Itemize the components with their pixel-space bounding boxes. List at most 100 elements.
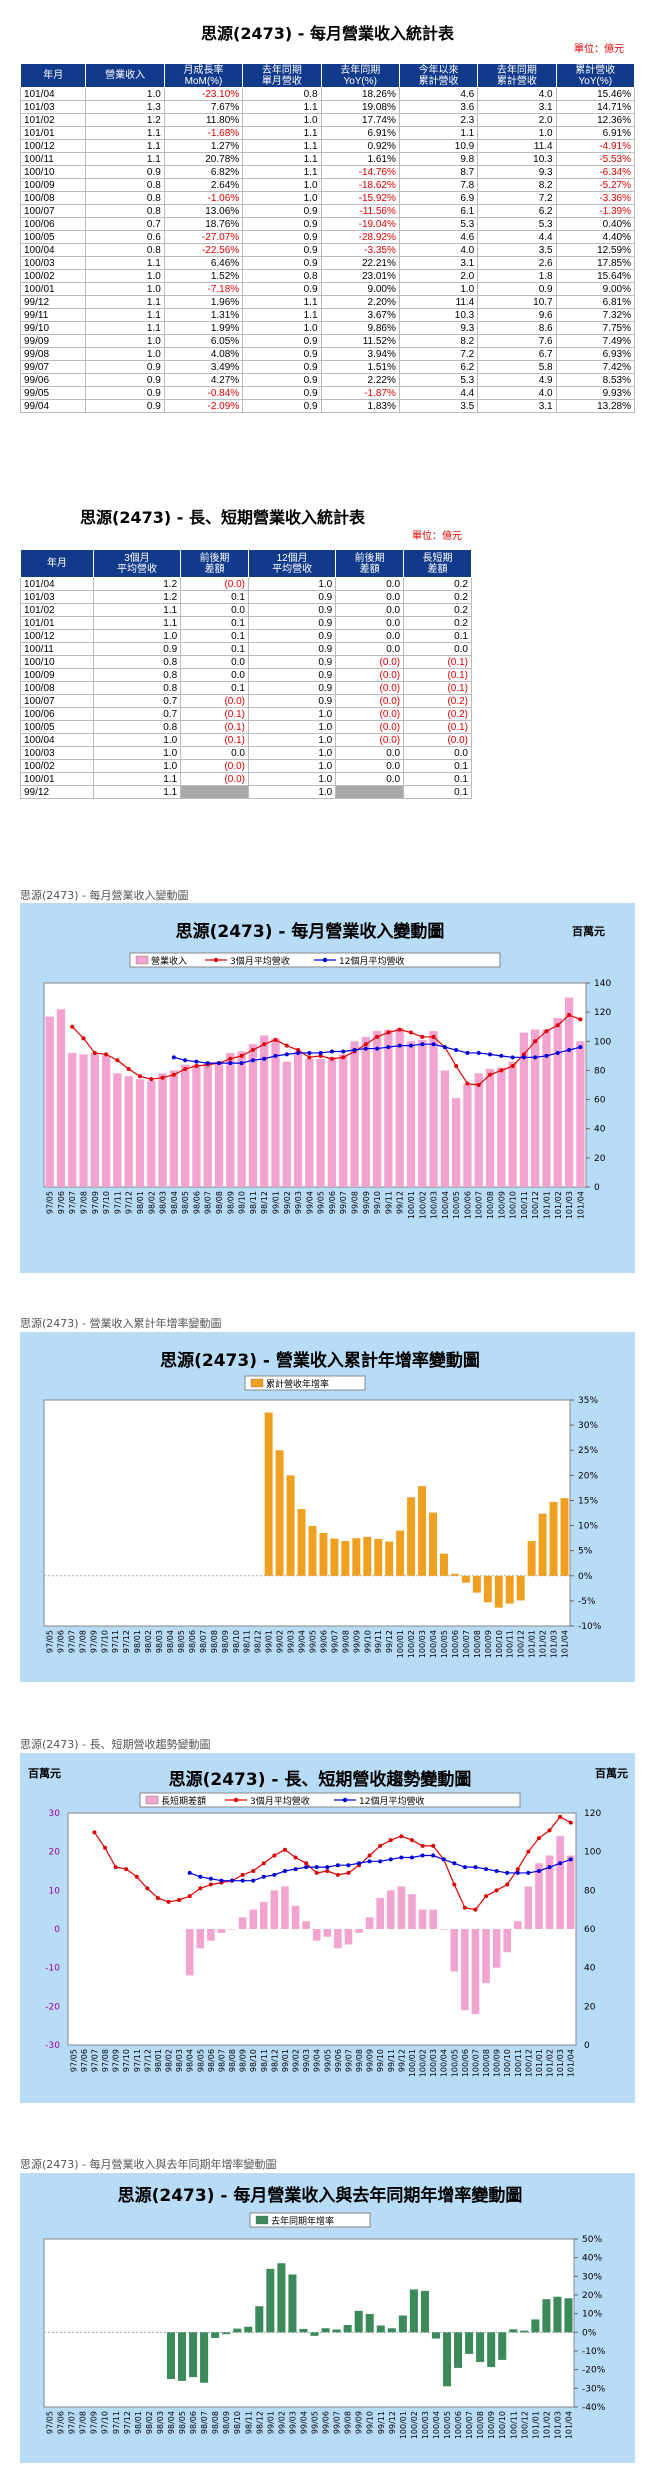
avg12m-point <box>262 1056 267 1061</box>
monthly-cell: 17.85% <box>555 256 636 270</box>
avg12m-point <box>420 1042 425 1047</box>
monthly-cell: 100/12 <box>19 139 87 153</box>
x-tick-label: 99/03 <box>287 1630 296 1653</box>
shortlong-row: 100/06 0.7 (0.1) 1.0 (0.0) (0.2) <box>20 707 472 721</box>
x-tick-label: 98/10 <box>233 2411 242 2434</box>
diff-bar <box>566 1855 575 1929</box>
x-tick-label: 98/03 <box>156 2411 165 2434</box>
avg3m-point <box>293 1855 298 1860</box>
monthly-cell: 100/08 <box>19 191 87 205</box>
x-tick-label: 98/04 <box>167 2411 176 2434</box>
avg3m-point <box>137 1074 142 1079</box>
monthly-cell: 1.0 <box>85 87 165 101</box>
cum-yoy-bar <box>407 1497 416 1576</box>
monthly-cell: 1.31% <box>163 308 244 322</box>
avg12m-point <box>409 1855 414 1860</box>
monthly-cell: 100/09 <box>19 178 87 192</box>
x-tick-label: 100/08 <box>482 2049 491 2077</box>
revenue-bar <box>147 1080 156 1187</box>
yoy-bar <box>321 2328 330 2333</box>
shortlong-cell: 101/01 <box>20 616 94 630</box>
monthly-cell: 9.00% <box>555 282 636 296</box>
monthly-cell: 4.08% <box>163 347 244 361</box>
monthly-cell: 1.1 <box>85 126 165 140</box>
yoy-bar <box>398 2315 407 2333</box>
cum-yoy-bar <box>472 1575 481 1593</box>
monthly-cell: -18.62% <box>320 178 400 192</box>
monthly-cell: 99/07 <box>19 360 87 374</box>
monthly-cell: -3.36% <box>555 191 636 205</box>
monthly-cell: 7.8 <box>398 178 479 192</box>
monthly-cell: 1.1 <box>85 152 165 166</box>
x-tick-label: 97/06 <box>80 2049 89 2072</box>
monthly-cell: 1.0 <box>242 113 322 127</box>
revenue-bar <box>508 1061 517 1187</box>
monthly-cell: 99/05 <box>19 386 87 400</box>
plot-area <box>43 2238 575 2408</box>
diff-bar <box>344 1929 353 1945</box>
shortlong-cell: 0.0 <box>335 616 405 630</box>
avg3m-point <box>476 1083 481 1087</box>
shortlong-cell: 100/04 <box>20 733 94 747</box>
x-tick-label: 99/07 <box>333 2411 342 2434</box>
monthly-cell: -23.10% <box>163 87 244 101</box>
y-tick-label: 25% <box>578 1446 598 1456</box>
x-tick-label: 98/12 <box>260 1191 269 1214</box>
avg12m-point <box>476 1050 481 1055</box>
monthly-cell: 2.64% <box>163 178 244 192</box>
cum-yoy-bar <box>516 1575 525 1601</box>
x-tick-label: 97/12 <box>123 2411 132 2434</box>
x-tick-label: 99/10 <box>373 1191 382 1214</box>
avg12m-point <box>239 1061 244 1066</box>
legend-swatch <box>135 955 149 965</box>
x-tick-label: 100/12 <box>517 1630 526 1658</box>
x-tick-label: 100/08 <box>476 2411 485 2439</box>
diff-bar <box>461 1929 469 2011</box>
diff-bar <box>482 1929 490 1984</box>
legend-box <box>244 1375 366 1391</box>
monthly-cell: 0.9 <box>85 360 165 374</box>
shortlong-cell: 100/03 <box>20 746 94 760</box>
monthly-cell: 10.3 <box>398 308 479 322</box>
monthly-cell: 9.00% <box>320 282 400 296</box>
diff-bar <box>207 1929 215 1941</box>
cum-yoy-bar <box>450 1573 459 1576</box>
x-tick-label: 97/10 <box>101 2411 110 2434</box>
monthly-cell: -11.56% <box>320 204 400 218</box>
yoy-bar <box>288 2274 297 2333</box>
shortlong-row: 100/12 1.0 0.1 0.9 0.0 0.1 <box>20 629 472 643</box>
chart3-legend: 長短期差額 3個月平均營收 12個月平均營收 <box>139 1792 521 1808</box>
revenue-bar <box>406 1041 416 1187</box>
monthly-cell: 5.3 <box>477 217 557 231</box>
cum-yoy-bar <box>286 1475 295 1576</box>
monthly-cell: 5.3 <box>398 373 479 387</box>
avg12m-point <box>363 1046 368 1051</box>
shortlong-cell: (0.1) <box>403 655 472 669</box>
x-tick-label: 97/11 <box>133 2049 142 2072</box>
shortlong-cell: 100/08 <box>20 681 94 695</box>
diff-bar <box>249 1909 257 1929</box>
avg3m-point <box>399 1834 404 1839</box>
x-tick-label: 100/12 <box>524 2049 533 2077</box>
avg12m-point <box>420 1853 425 1858</box>
x-tick-label: 99/12 <box>397 2049 406 2072</box>
avg3m-point <box>335 1872 340 1877</box>
monthly-cell: 1.0 <box>85 334 165 348</box>
monthly-cell: 1.51% <box>320 360 400 374</box>
x-tick-label: 97/07 <box>67 1630 76 1653</box>
x-tick-label: 98/10 <box>238 1191 247 1214</box>
monthly-cell: 4.40% <box>555 230 636 244</box>
monthly-cell: 1.0 <box>85 347 165 361</box>
revenue-bar <box>485 1068 495 1187</box>
chart1-monthly-revenue: 思源(2473) - 每月營業收入變動圖 百萬元 營業收入 3個月平均營收 12個月… <box>20 903 635 1273</box>
avg12m-point <box>544 1053 549 1058</box>
x-tick-label: 97/06 <box>57 1191 66 1214</box>
diff-bar <box>450 1929 459 1972</box>
x-tick-label: 98/05 <box>196 2049 205 2072</box>
x-tick-label: 98/11 <box>260 2049 269 2072</box>
avg3m-point <box>367 1853 372 1858</box>
shortlong-cell: 1.1 <box>92 785 182 799</box>
y-tick-label: -30% <box>582 2384 606 2394</box>
avg12m-point <box>568 1857 573 1862</box>
cum-yoy-bar <box>429 1512 437 1576</box>
